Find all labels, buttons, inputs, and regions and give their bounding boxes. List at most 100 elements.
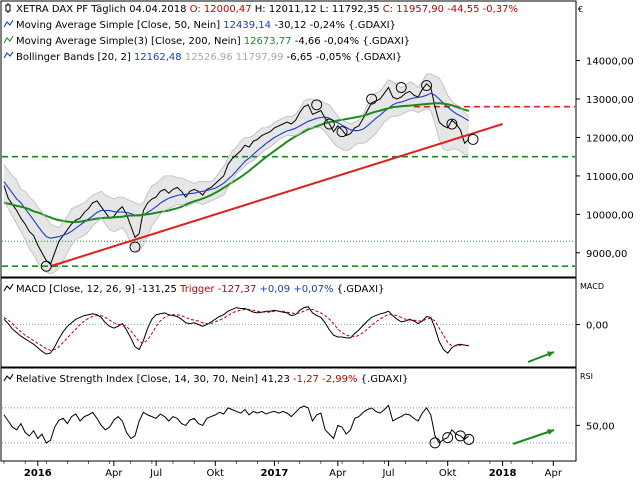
legend-value: -6,65 xyxy=(283,52,312,63)
legend-value: Moving Average Simple(3) [Close, 200, Ne… xyxy=(16,36,241,47)
marker-circle xyxy=(336,126,348,138)
x-tick-label: Jul xyxy=(149,468,162,479)
legend-row: Moving Average Simple(3) [Close, 200, Ne… xyxy=(16,36,410,47)
legend-value: L: 11792,35 xyxy=(317,4,380,15)
band-line-icon xyxy=(3,51,14,59)
x-tick-label: Apr xyxy=(329,468,347,479)
series-line-icon xyxy=(3,373,14,382)
marker-circle xyxy=(421,80,433,92)
legend-value: Moving Average Simple [Close, 50, Nein] xyxy=(16,20,220,31)
legend-value: XETRA DAX PF Täglich xyxy=(16,4,126,15)
y-tick-label: 13000,00 xyxy=(586,95,634,106)
marker-circle xyxy=(429,437,441,449)
x-tick-label: 2016 xyxy=(24,468,52,479)
x-tick-label: Jul xyxy=(381,468,394,479)
marker-circle xyxy=(366,93,378,105)
legend-row: Moving Average Simple [Close, 50, Nein] … xyxy=(16,20,396,31)
rsi-trend-arrow xyxy=(512,429,555,445)
moving-average-50-line xyxy=(3,92,470,239)
legend-value: O: 12000,47 xyxy=(186,4,251,15)
support-trendline xyxy=(50,123,503,268)
legend-value: {.GDAXI} xyxy=(345,20,396,31)
series-line-icon xyxy=(3,19,14,28)
legend-row: MACD [Close, 12, 26, 9] -131,25 Trigger … xyxy=(16,284,384,295)
marker-circle xyxy=(463,433,475,445)
y-tick-label: 10000,00 xyxy=(586,210,634,221)
marker-circle xyxy=(446,118,458,130)
price-plot[interactable] xyxy=(2,73,575,275)
marker-circle xyxy=(311,99,323,111)
legend-value: -0,24% xyxy=(306,20,345,31)
rsi-plot[interactable] xyxy=(2,404,575,449)
rsi-y-axis: 50,00 xyxy=(576,421,615,432)
x-tick-label: Okt xyxy=(439,468,457,479)
macd-line xyxy=(3,306,469,355)
rsi-legend: Relative Strength Index [Close, 14, 30, … xyxy=(3,373,408,385)
time-axis: 2016 Apr Jul Okt 2017 Apr Jul Okt 2018 Apr xyxy=(3,461,563,479)
macd-plot[interactable] xyxy=(2,306,575,363)
rsi-side-label: RSI xyxy=(580,372,593,381)
legend-value: Bollinger Bands [20, 2] xyxy=(16,52,131,63)
legend-value: {.GDAXI} xyxy=(357,374,408,385)
legend-value: -4,66 xyxy=(292,36,321,47)
legend-value: Trigger xyxy=(177,284,216,295)
series-line-icon xyxy=(3,35,14,44)
y-tick-label: 0,00 xyxy=(586,321,608,332)
legend-value: -0,04% xyxy=(321,36,360,47)
close-line xyxy=(3,82,470,266)
y-tick-label: 50,00 xyxy=(586,421,615,432)
marker-circle xyxy=(395,82,407,93)
moving-average-200-line xyxy=(3,102,470,223)
legend-value: 11797,99 xyxy=(233,52,284,63)
legend-row: XETRA DAX PF Täglich 04.04.2018 O: 12000… xyxy=(16,4,518,15)
candle-icon-body xyxy=(5,4,11,12)
legend-row: Bollinger Bands [20, 2] 12162,48 12526,9… xyxy=(16,52,402,63)
x-tick-label: 2017 xyxy=(261,468,289,479)
bollinger-upper-line xyxy=(3,73,470,229)
x-tick-label: Apr xyxy=(105,468,123,479)
legend-value: {.GDAXI} xyxy=(351,52,402,63)
legend-value: +0,07% xyxy=(290,284,333,295)
legend-value: -30,12 xyxy=(271,20,306,31)
legend-value: 12526,96 xyxy=(182,52,233,63)
macd-trend-arrow-head xyxy=(547,351,554,358)
legend-value: 12162,48 xyxy=(131,52,182,63)
marker-circle xyxy=(467,133,479,145)
macd-panel-frame xyxy=(0,277,577,368)
marker-circle xyxy=(323,118,335,130)
macd-y-axis: 0,00 xyxy=(576,321,608,332)
rsi-trend-arrow-head xyxy=(547,429,554,435)
x-tick-label: Okt xyxy=(206,468,224,479)
legend-value: -44,55 xyxy=(444,4,479,15)
legend-value: H: 12011,12 xyxy=(252,4,317,15)
y-tick-label: 11000,00 xyxy=(586,172,634,183)
legend-value: Relative Strength Index [Close, 14, 30, … xyxy=(16,374,258,385)
marker-circle xyxy=(129,241,141,253)
currency-icon[interactable]: € xyxy=(578,5,583,14)
legend-value: {.GDAXI} xyxy=(333,284,384,295)
rsi-line xyxy=(3,404,470,444)
legend-value: {.GDAXI} xyxy=(359,36,410,47)
series-line-icon xyxy=(3,283,14,292)
marker-circle xyxy=(40,260,52,272)
legend-value: 41,23 xyxy=(258,374,290,385)
legend-value: -131,25 xyxy=(135,284,177,295)
legend-value: -2,99% xyxy=(319,374,358,385)
legend-value: -1,27 xyxy=(290,374,319,385)
legend-value: -127,37 xyxy=(215,284,257,295)
y-tick-label: 9000,00 xyxy=(586,249,627,260)
bollinger-lower-line xyxy=(3,108,469,275)
legend-value: -0,05% xyxy=(313,52,352,63)
legend-value: C: 11957,90 xyxy=(380,4,444,15)
y-tick-label: 14000,00 xyxy=(586,57,634,68)
price-legend: XETRA DAX PF Täglich 04.04.2018 O: 12000… xyxy=(3,3,518,63)
price-panel-frame xyxy=(0,0,577,278)
legend-value: 12673,77 xyxy=(241,36,292,47)
legend-value: 04.04.2018 xyxy=(126,4,186,15)
y-tick-label: 12000,00 xyxy=(586,133,634,144)
x-tick-label: 2018 xyxy=(489,468,517,479)
legend-value: +0,09 xyxy=(256,284,290,295)
price-y-axis: 14000,00 13000,00 12000,00 11000,00 10000,00… xyxy=(576,57,634,260)
macd-legend: MACD [Close, 12, 26, 9] -131,25 Trigger … xyxy=(3,283,384,295)
